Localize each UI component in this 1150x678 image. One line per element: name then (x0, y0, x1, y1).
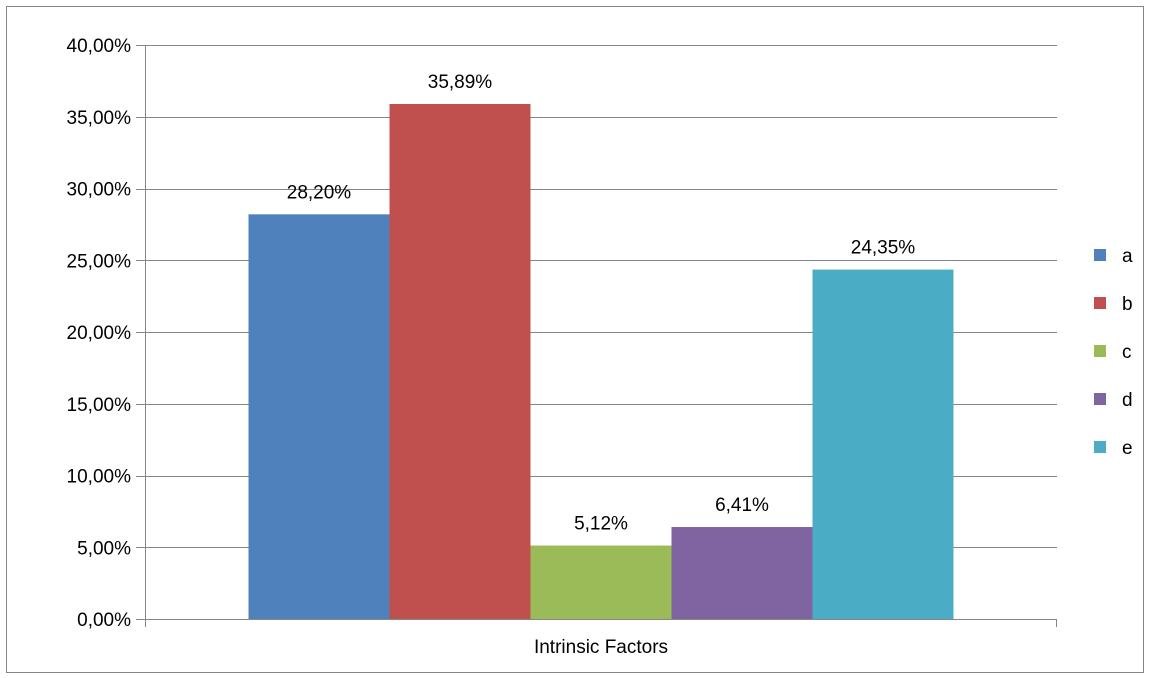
bar-e (812, 269, 954, 619)
data-label-a: 28,20% (287, 182, 352, 203)
data-label-d: 6,41% (715, 495, 769, 516)
legend-swatch-c (1094, 345, 1106, 357)
bar-d (671, 527, 813, 619)
bar-b (389, 103, 531, 619)
y-tick-label: 15,00% (67, 395, 132, 416)
legend-swatch-a (1094, 249, 1106, 261)
axes: 0,00% 5,00% 10,00% 15,00% 20,00% 25,00% 30,00%… (67, 36, 1057, 658)
x-category-label: Intrinsic Factors (534, 637, 668, 658)
y-tick-label: 25,00% (67, 251, 132, 272)
y-tick-label: 5,00% (77, 538, 131, 559)
legend-label-a: a (1122, 246, 1133, 267)
legend: a b c d e (1094, 246, 1133, 459)
data-labels: 28,20% 35,89% 5,12% 6,41% 24,35% (287, 72, 916, 535)
legend-label-e: e (1122, 438, 1133, 459)
legend-label-d: d (1122, 390, 1133, 411)
data-label-c: 5,12% (574, 514, 628, 535)
bar-a (248, 214, 390, 619)
data-label-e: 24,35% (851, 238, 916, 259)
legend-swatch-d (1094, 393, 1106, 405)
bars (248, 103, 954, 619)
bar-c (530, 545, 672, 619)
legend-label-b: b (1122, 294, 1133, 315)
y-tick-label: 20,00% (67, 323, 132, 344)
legend-swatch-b (1094, 297, 1106, 309)
y-tick-label: 35,00% (67, 108, 132, 129)
y-tick-label: 10,00% (67, 467, 132, 488)
y-tick-label: 40,00% (67, 36, 132, 57)
y-tick-label: 0,00% (77, 610, 131, 631)
legend-label-c: c (1122, 342, 1132, 363)
data-label-b: 35,89% (428, 72, 493, 93)
y-tick-label: 30,00% (67, 180, 132, 201)
legend-swatch-e (1094, 441, 1106, 453)
